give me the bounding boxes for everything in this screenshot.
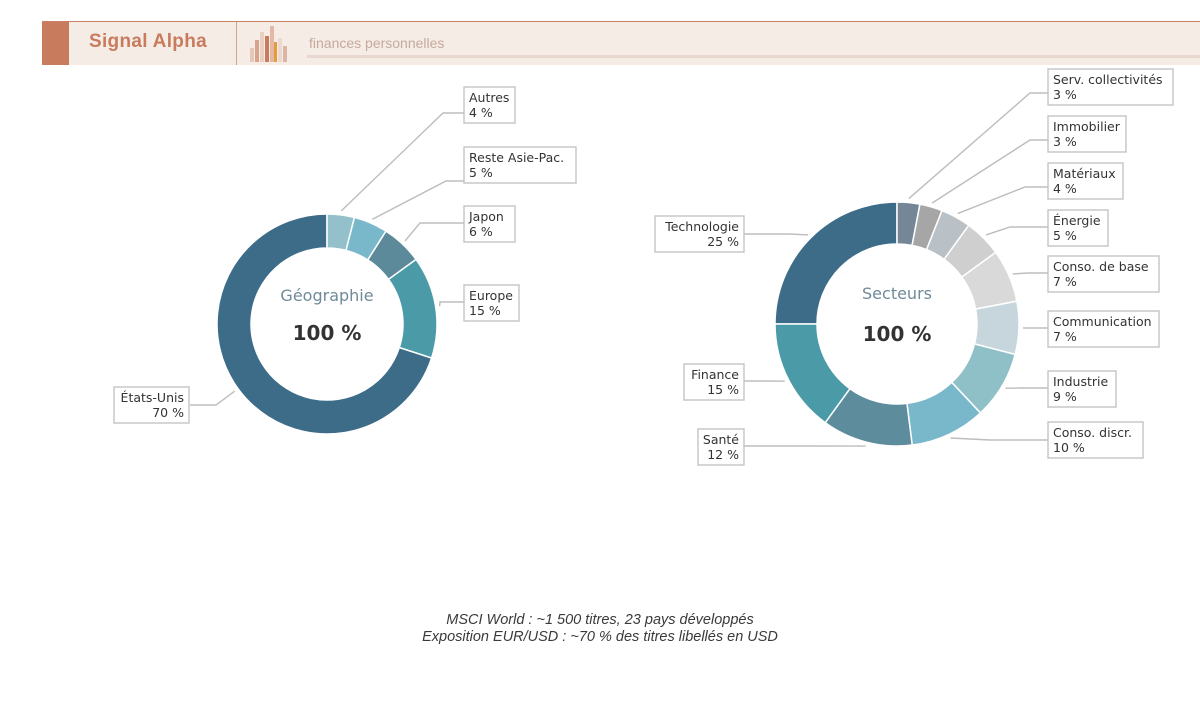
footnote-line-1: MSCI World : ~1 500 titres, 23 pays déve… [446,612,754,628]
donut-center-value: 100 % [863,322,932,346]
label-box-technologie [654,215,745,253]
header-bar: Signal Alpha finances personnelles [42,21,1200,65]
leader-line-conso-de-base [1012,272,1048,275]
label-value-communication: 7 % [1053,329,1077,344]
donut-center-title: Géographie [280,286,373,305]
label-value-etats-unis: 70 % [152,405,184,420]
label-box-japon [463,205,516,243]
label-name-conso-de-base: Conso. de base [1053,259,1149,274]
leader-line-reste-asie-pac [371,180,464,220]
header-accent-block [42,22,69,65]
slice-conso-de-base [960,251,1018,310]
donut-center-value: 100 % [293,321,362,345]
label-value-conso-discr: 10 % [1053,440,1085,455]
label-value-japon: 6 % [469,224,493,239]
slice-serv-collectivites [896,201,921,247]
label-name-autres: Autres [469,90,509,105]
slice-energie [942,224,997,279]
label-box-finance [683,363,745,401]
slice-europe [387,258,438,359]
slice-japon [366,230,418,281]
label-name-technologie: Technologie [664,219,739,234]
leader-line-technologie [744,233,808,236]
label-name-immobilier: Immobilier [1053,119,1121,134]
label-box-europe [463,284,520,322]
header-rule [307,55,1200,58]
label-name-sante: Santé [703,432,739,447]
leader-line-immobilier [931,139,1048,204]
slice-immobilier [911,203,943,251]
bar-chart-logo-icon [250,26,287,62]
label-box-immobilier [1047,115,1127,153]
label-value-finance: 15 % [707,382,739,397]
label-value-industrie: 9 % [1053,389,1077,404]
leader-line-conso-discr [950,437,1048,441]
header-tagline: finances personnelles [309,35,445,51]
label-value-sante: 12 % [707,447,739,462]
leader-line-europe [438,301,464,307]
label-box-conso-de-base [1047,255,1160,293]
slice-reste-asie-pac [344,216,387,261]
label-name-serv-collectivites: Serv. collectivités [1053,72,1163,87]
label-name-europe: Europe [469,288,513,303]
slice-sante [824,387,914,447]
header-separator [236,22,237,65]
slice-finance [774,323,852,424]
leader-line-japon [404,222,464,242]
label-name-reste-asie-pac: Reste Asie-Pac. [469,150,564,165]
label-box-energie [1047,209,1109,247]
label-box-industrie [1047,370,1117,408]
slice-conso-discr [906,381,982,446]
label-box-reste-asie-pac [463,146,577,184]
label-box-autres [463,86,516,124]
slice-communication [973,300,1020,356]
slice-etats-unis [216,213,433,435]
label-box-serv-collectivites [1047,68,1174,106]
label-box-sante [697,428,745,466]
label-value-materiaux: 4 % [1053,181,1077,196]
label-name-etats-unis: États-Unis [121,390,184,405]
slice-autres [326,213,356,252]
leader-line-energie [985,226,1048,236]
label-name-finance: Finance [691,367,739,382]
footnote-line-2: Exposition EUR/USD : ~70 % des titres li… [422,629,778,645]
slice-technologie [774,201,898,325]
label-name-japon: Japon [468,209,504,224]
label-value-serv-collectivites: 3 % [1053,87,1077,102]
leader-line-materiaux [957,186,1048,215]
slice-industrie [950,342,1017,414]
label-name-conso-discr: Conso. discr. [1053,425,1132,440]
label-name-materiaux: Matériaux [1053,166,1116,181]
label-box-etats-unis [113,386,190,424]
leader-line-serv-collectivites [908,92,1048,200]
label-value-technologie: 25 % [707,234,739,249]
donut-center-title: Secteurs [862,284,932,303]
leader-line-etats-unis [190,390,236,406]
label-value-immobilier: 3 % [1053,134,1077,149]
label-value-reste-asie-pac: 5 % [469,165,493,180]
label-name-energie: Énergie [1053,213,1101,228]
label-name-industrie: Industrie [1053,374,1108,389]
brand-name: Signal Alpha [89,31,207,52]
label-value-autres: 4 % [469,105,493,120]
label-value-energie: 5 % [1053,228,1077,243]
label-name-communication: Communication [1053,314,1152,329]
leader-line-autres [340,112,464,212]
label-box-conso-discr [1047,421,1144,459]
slice-materiaux [925,209,970,261]
label-value-conso-de-base: 7 % [1053,274,1077,289]
label-box-materiaux [1047,162,1124,200]
label-value-europe: 15 % [469,303,501,318]
label-box-communication [1047,310,1160,348]
